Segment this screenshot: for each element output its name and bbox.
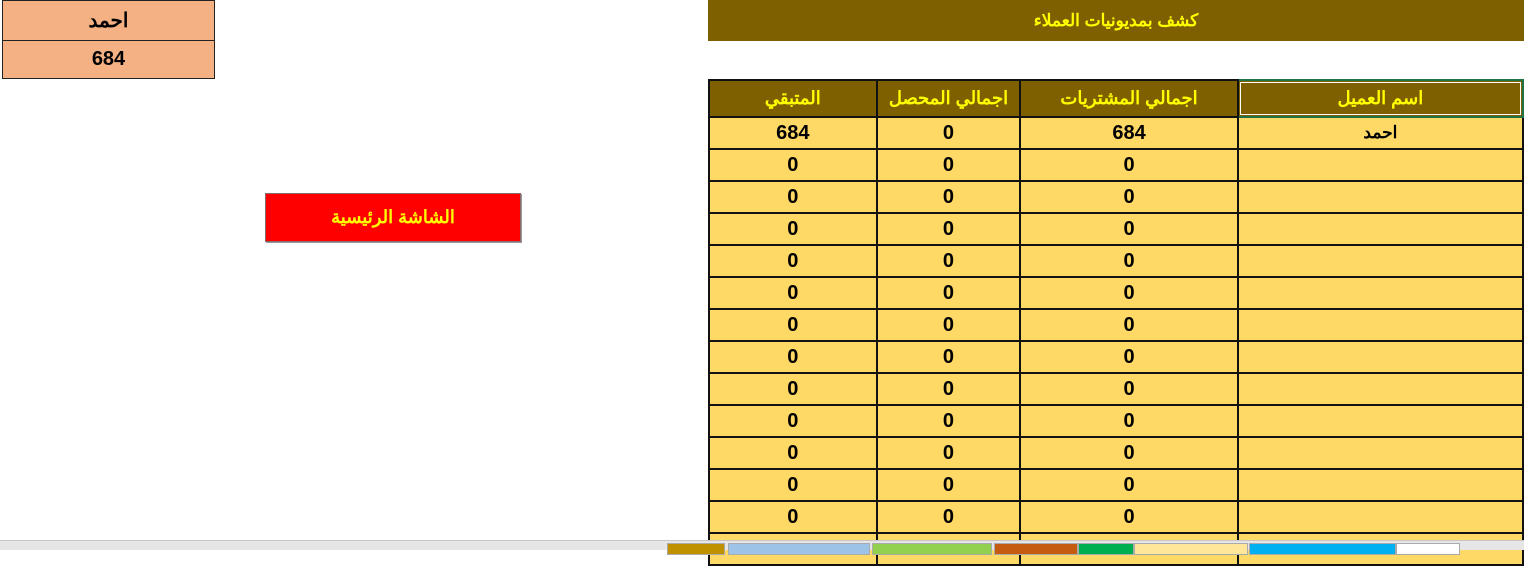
sheet-tab[interactable] [994, 543, 1078, 555]
cell-remaining[interactable]: 0 [708, 180, 878, 214]
cell-customer-name[interactable]: احمد [1236, 116, 1524, 150]
cell-total-purchases[interactable]: 0 [1019, 148, 1239, 182]
cell-total-collected[interactable]: 0 [875, 244, 1022, 278]
cell-total-collected[interactable]: 0 [875, 436, 1022, 470]
cell-remaining[interactable]: 0 [708, 340, 878, 374]
cell-customer-name[interactable] [1236, 148, 1524, 182]
header-total-purchases[interactable]: اجمالي المشتريات [1019, 79, 1239, 118]
cell-customer-name[interactable] [1236, 340, 1524, 374]
sheet-tab[interactable] [872, 543, 992, 555]
debts-table: المتبقي اجمالي المحصل اجمالي المشتريات ا… [708, 79, 1524, 566]
cell-remaining[interactable]: 0 [708, 468, 878, 502]
header-total-collected[interactable]: اجمالي المحصل [875, 79, 1022, 118]
cell-remaining[interactable]: 0 [708, 212, 878, 246]
table-header-row: المتبقي اجمالي المحصل اجمالي المشتريات ا… [708, 79, 1524, 118]
cell-customer-name[interactable] [1236, 212, 1524, 246]
cell-customer-name[interactable] [1236, 276, 1524, 310]
cell-total-collected[interactable]: 0 [875, 180, 1022, 214]
home-screen-button[interactable]: الشاشة الرئيسية [265, 193, 521, 242]
cell-customer-name[interactable] [1236, 436, 1524, 470]
header-remaining[interactable]: المتبقي [708, 79, 878, 118]
cell-total-purchases[interactable]: 0 [1019, 436, 1239, 470]
cell-total-purchases[interactable]: 0 [1019, 244, 1239, 278]
cell-total-purchases[interactable]: 0 [1019, 372, 1239, 406]
cell-remaining[interactable]: 0 [708, 276, 878, 310]
cell-total-collected[interactable]: 0 [875, 116, 1022, 150]
cell-total-collected[interactable]: 0 [875, 372, 1022, 406]
cell-total-purchases[interactable]: 0 [1019, 500, 1239, 534]
sheet-tab[interactable] [1249, 543, 1396, 555]
cell-total-purchases[interactable]: 0 [1019, 212, 1239, 246]
cell-remaining[interactable]: 0 [708, 500, 878, 534]
table-row: 684 0 684 احمد [708, 116, 1524, 150]
cell-total-purchases[interactable]: 0 [1019, 468, 1239, 502]
selected-customer-remaining: 684 [2, 40, 215, 79]
cell-total-collected[interactable]: 0 [875, 212, 1022, 246]
cell-total-collected[interactable]: 0 [875, 276, 1022, 310]
cell-customer-name[interactable] [1236, 500, 1524, 534]
sheet-tab[interactable] [728, 543, 870, 555]
cell-total-purchases[interactable]: 684 [1019, 116, 1239, 150]
cell-total-purchases[interactable]: 0 [1019, 180, 1239, 214]
sheet-tab[interactable] [1134, 543, 1248, 555]
report-title: كشف بمديونيات العملاء [708, 0, 1524, 41]
cell-remaining[interactable]: 0 [708, 308, 878, 342]
sheet-tab[interactable] [1078, 543, 1134, 555]
sheet-tab[interactable] [1396, 543, 1460, 555]
cell-total-collected[interactable]: 0 [875, 308, 1022, 342]
cell-total-collected[interactable]: 0 [875, 340, 1022, 374]
sheet-tab-bar [0, 540, 1524, 555]
cell-remaining[interactable]: 684 [708, 116, 878, 150]
selected-customer-name: احمد [2, 0, 215, 41]
cell-remaining[interactable]: 0 [708, 436, 878, 470]
sheet-tab[interactable] [667, 543, 725, 555]
cell-remaining[interactable]: 0 [708, 148, 878, 182]
cell-total-collected[interactable]: 0 [875, 468, 1022, 502]
cell-total-purchases[interactable]: 0 [1019, 308, 1239, 342]
cell-total-purchases[interactable]: 0 [1019, 340, 1239, 374]
cell-remaining[interactable]: 0 [708, 244, 878, 278]
cell-customer-name[interactable] [1236, 468, 1524, 502]
cell-total-purchases[interactable]: 0 [1019, 276, 1239, 310]
cell-total-collected[interactable]: 0 [875, 500, 1022, 534]
cell-customer-name[interactable] [1236, 308, 1524, 342]
cell-customer-name[interactable] [1236, 372, 1524, 406]
cell-customer-name[interactable] [1236, 244, 1524, 278]
header-customer-name[interactable]: اسم العميل [1236, 79, 1524, 118]
cell-total-purchases[interactable]: 0 [1019, 404, 1239, 438]
cell-remaining[interactable]: 0 [708, 372, 878, 406]
cell-total-collected[interactable]: 0 [875, 148, 1022, 182]
cell-total-collected[interactable]: 0 [875, 404, 1022, 438]
cell-customer-name[interactable] [1236, 180, 1524, 214]
cell-remaining[interactable]: 0 [708, 404, 878, 438]
cell-customer-name[interactable] [1236, 404, 1524, 438]
